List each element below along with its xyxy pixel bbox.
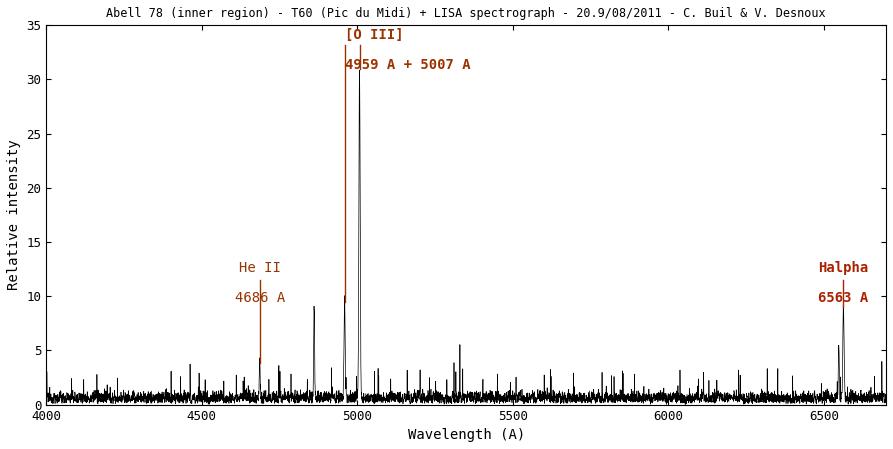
- Text: 4686 A: 4686 A: [235, 291, 285, 305]
- X-axis label: Wavelength (A): Wavelength (A): [407, 428, 525, 442]
- Text: Halpha: Halpha: [818, 260, 869, 275]
- Text: 4959 A + 5007 A: 4959 A + 5007 A: [345, 58, 471, 72]
- Title: Abell 78 (inner region) - T60 (Pic du Midi) + LISA spectrograph - 20.9/08/2011 -: Abell 78 (inner region) - T60 (Pic du Mi…: [106, 7, 826, 20]
- Y-axis label: Relative intensity: Relative intensity: [7, 140, 21, 291]
- Text: 6563 A: 6563 A: [818, 291, 869, 305]
- Text: [O III]: [O III]: [345, 27, 404, 42]
- Text: He II: He II: [238, 260, 280, 275]
